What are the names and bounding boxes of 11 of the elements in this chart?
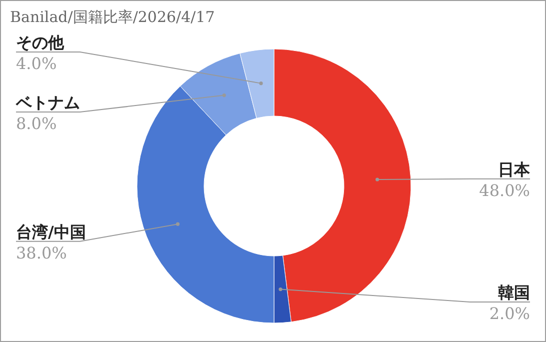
data-label: 2.0%: [489, 304, 530, 323]
slice-label: ベトナム: [15, 93, 80, 112]
data-label: 38.0%: [16, 243, 67, 262]
data-label: 4.0%: [16, 54, 57, 73]
slice-label: 台湾/中国: [16, 222, 86, 242]
slice-label: 韓国: [498, 283, 530, 302]
slice-label: 日本: [498, 160, 531, 179]
chart-title: Banilad/国籍比率/2026/4/17: [10, 8, 215, 26]
data-label: 8.0%: [16, 114, 57, 133]
slice-label: その他: [16, 33, 65, 52]
data-label: 48.0%: [479, 180, 530, 200]
